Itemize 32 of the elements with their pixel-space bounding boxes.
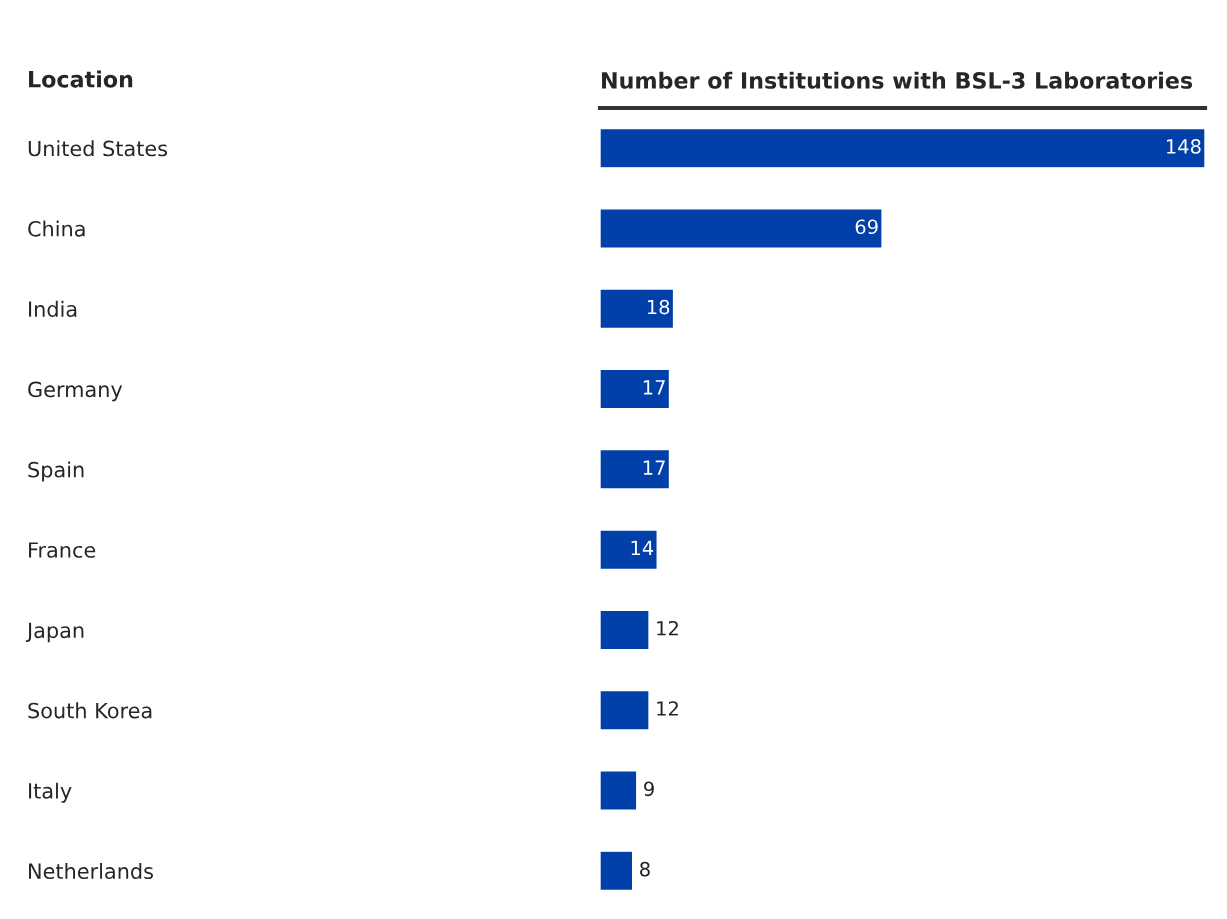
bar: [600, 770, 638, 811]
bar: [600, 529, 658, 571]
data-label: 69: [855, 219, 878, 235]
y-tick-label: Germany: [28, 381, 123, 402]
bar: [600, 689, 650, 731]
bar: [600, 448, 671, 490]
y-tick-label: South Korea: [28, 702, 152, 719]
bar: [600, 850, 634, 892]
y-tick-label: Spain: [28, 461, 84, 482]
y-tick-label: France: [29, 542, 96, 558]
data-label: 12: [657, 620, 678, 636]
bar: [600, 368, 671, 410]
y-tick-label: Netherlands: [29, 862, 153, 880]
y-axis-title: Location: [29, 70, 133, 88]
data-label: 8: [640, 861, 650, 877]
data-label: 14: [631, 540, 654, 556]
data-label: 9: [644, 781, 654, 797]
data-label: 17: [643, 460, 665, 475]
y-tick-label: Italy: [29, 782, 72, 803]
data-label: 17: [643, 380, 665, 395]
y-tick-label: Japan: [25, 622, 84, 643]
data-label: 148: [1167, 139, 1201, 154]
y-tick-label: United States: [28, 140, 168, 157]
bar: [600, 208, 883, 249]
bar: [600, 127, 1205, 169]
x-axis-title: Number of Institutions with BSL-3 Laboratories: [602, 71, 1193, 89]
data-label: 12: [657, 701, 678, 716]
bar: [600, 609, 650, 651]
y-tick-label: China: [28, 220, 85, 237]
data-label: 18: [647, 299, 670, 315]
y-tick-label: India: [29, 300, 77, 317]
bar: [600, 288, 675, 330]
